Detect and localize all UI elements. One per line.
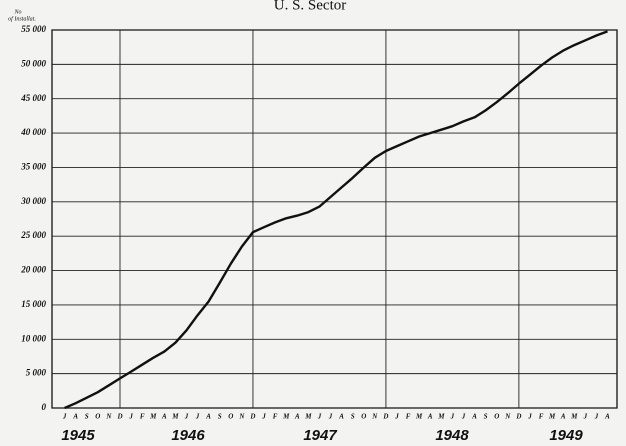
x-tick-label: M xyxy=(415,413,423,421)
x-tick-label: D xyxy=(249,413,255,421)
x-tick-label: M xyxy=(548,413,556,421)
y-tick-label: 5 000 xyxy=(26,368,47,378)
x-tick-label: A xyxy=(161,413,167,421)
x-tick-label: M xyxy=(437,413,445,421)
x-tick-label: J xyxy=(461,413,466,421)
plot-frame xyxy=(51,29,618,409)
x-tick-label: N xyxy=(371,413,378,421)
x-tick-label: O xyxy=(95,413,100,421)
y-axis-label: of Installat. xyxy=(8,15,36,22)
x-tick-label: N xyxy=(238,413,245,421)
chart-title: U. S. Sector xyxy=(274,0,347,13)
x-tick-label: M xyxy=(570,413,578,421)
x-tick-label: N xyxy=(105,413,112,421)
x-tick-label: O xyxy=(228,413,233,421)
y-tick-label: 35 000 xyxy=(20,162,46,172)
y-tick-label: 40 000 xyxy=(20,127,46,137)
x-tick-label: A xyxy=(294,413,300,421)
year-label: 1945 xyxy=(61,427,95,444)
x-tick-label: J xyxy=(195,413,200,421)
x-tick-label: J xyxy=(261,413,266,421)
y-tick-label: 10 000 xyxy=(21,333,46,343)
y-tick-label: 55 000 xyxy=(21,24,46,34)
x-tick-label: N xyxy=(504,413,511,421)
x-tick-label: D xyxy=(382,413,388,421)
x-tick-label: O xyxy=(494,413,499,421)
x-tick-label: M xyxy=(171,413,179,421)
y-tick-label: 0 xyxy=(42,402,47,412)
data-line xyxy=(64,30,608,410)
x-tick-label: F xyxy=(140,413,145,421)
x-tick-label: A xyxy=(338,413,344,421)
y-tick-label: 50 000 xyxy=(21,58,46,68)
year-label: 1949 xyxy=(549,427,583,444)
year-label: 1947 xyxy=(303,427,337,444)
x-tick-label: F xyxy=(406,413,411,421)
x-tick-label: M xyxy=(149,413,157,421)
year-label: 1948 xyxy=(435,427,469,444)
x-tick-label: S xyxy=(351,413,355,421)
x-tick-label: S xyxy=(218,413,222,421)
x-tick-label: A xyxy=(604,413,610,421)
x-tick-label: J xyxy=(450,413,455,421)
x-tick-label: A xyxy=(205,413,211,421)
y-axis-label: No xyxy=(13,9,21,15)
x-tick-label: D xyxy=(515,413,521,421)
x-tick-label: M xyxy=(282,413,290,421)
y-tick-label: 30 000 xyxy=(20,196,46,206)
x-tick-label: M xyxy=(304,413,312,421)
y-tick-label: 15 000 xyxy=(21,299,46,309)
x-tick-label: J xyxy=(594,413,599,421)
x-tick-label: A xyxy=(471,413,477,421)
x-tick-label: A xyxy=(72,413,78,421)
year-label: 1946 xyxy=(171,427,205,444)
x-tick-label: D xyxy=(116,413,122,421)
x-tick-label: F xyxy=(539,413,544,421)
x-tick-label: J xyxy=(583,413,588,421)
x-tick-label: S xyxy=(484,413,488,421)
y-tick-label: 20 000 xyxy=(20,265,46,275)
x-tick-label: J xyxy=(527,413,532,421)
x-tick-label: F xyxy=(273,413,278,421)
x-tick-label: J xyxy=(128,413,133,421)
y-tick-label: 45 000 xyxy=(20,93,46,103)
x-tick-label: J xyxy=(62,413,67,421)
x-tick-label: J xyxy=(328,413,333,421)
x-tick-label: J xyxy=(394,413,399,421)
x-tick-label: J xyxy=(184,413,189,421)
x-tick-label: S xyxy=(85,413,89,421)
y-tick-label: 25 000 xyxy=(20,230,46,240)
x-tick-label: O xyxy=(361,413,366,421)
x-tick-label: A xyxy=(560,413,566,421)
x-tick-label: J xyxy=(317,413,322,421)
x-tick-label: A xyxy=(427,413,433,421)
